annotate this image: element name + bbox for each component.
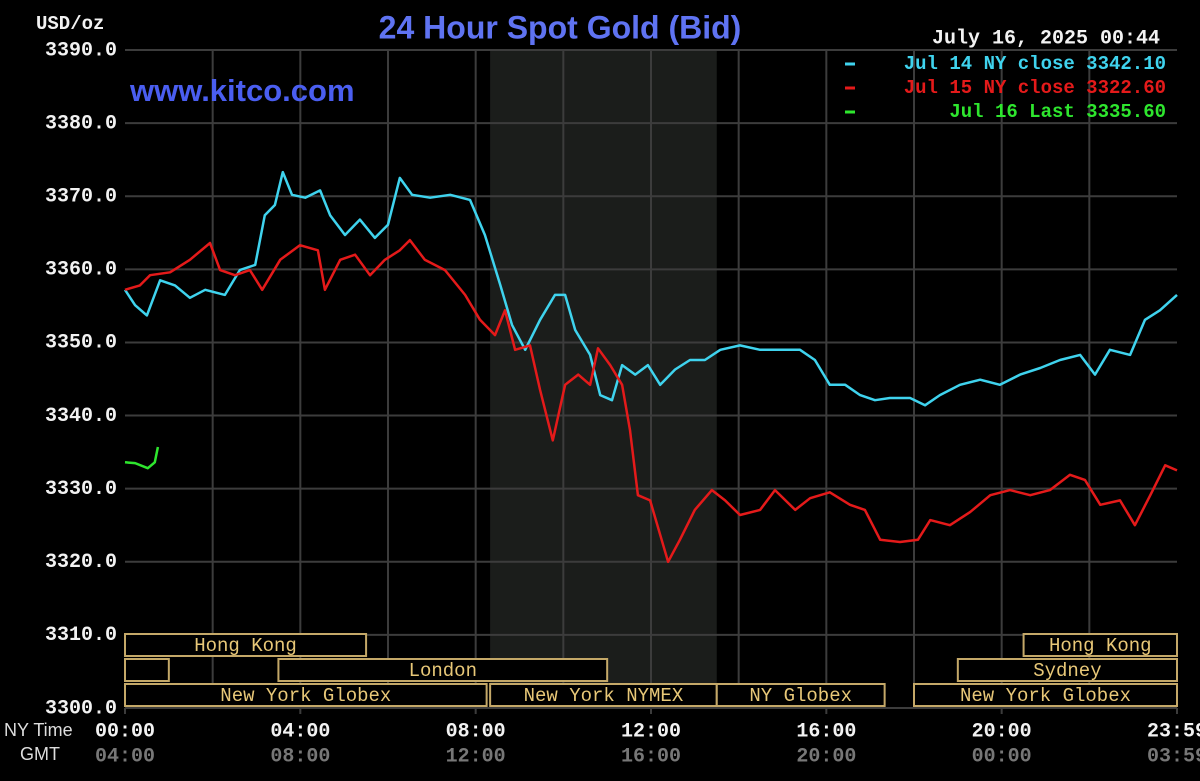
chart-title: 24 Hour Spot Gold (Bid) [379,9,742,45]
x2-tick-label: 12:00 [446,745,506,768]
session-label: Hong Kong [194,635,297,657]
x2-tick-label: 16:00 [621,745,681,768]
x-tick-label: 16:00 [796,720,856,743]
session-label: New York Globex [960,685,1131,707]
x-tick-label: 20:00 [972,720,1032,743]
session-label: Hong Kong [1049,635,1152,657]
session-bar [277,658,609,682]
x-tick-label: 08:00 [446,720,506,743]
x-tick-label: 00:00 [95,720,155,743]
y-tick-label: 3300.0 [45,697,117,720]
x-axis-label: NY Time [4,720,73,740]
x2-axis-label: GMT [20,744,60,764]
session-bar [1022,633,1178,657]
session-label: New York NYMEX [524,685,684,707]
session-label: Sydney [1033,660,1101,682]
legend-label: Jul 16 Last 3335.60 [949,101,1166,123]
y-tick-label: 3370.0 [45,186,117,209]
session-bar [124,633,368,657]
x-tick-label: 04:00 [270,720,330,743]
session-label: New York Globex [220,685,391,707]
session-label: NY Globex [749,685,852,707]
session-bar [956,658,1178,682]
y-tick-label: 3320.0 [45,551,117,574]
x-tick-label: 12:00 [621,720,681,743]
y-tick-label: 3330.0 [45,478,117,501]
watermark: www.kitco.com [129,73,355,108]
y-tick-label: 3350.0 [45,332,117,355]
series-line [124,238,1178,564]
x2-tick-label: 04:00 [95,745,155,768]
series-line [123,170,1178,407]
session-label: London [409,660,477,682]
session-bar [913,683,1178,707]
x2-tick-label: 20:00 [796,745,856,768]
x2-tick-label: 08:00 [270,745,330,768]
y-tick-label: 3340.0 [45,405,117,428]
x2-tick-label: 03:59 [1147,745,1200,768]
y-axis-label: USD/oz [36,13,104,35]
legend-label: Jul 15 NY close 3322.60 [904,77,1166,99]
timestamp: July 16, 2025 00:44 [932,27,1160,50]
session-bar [124,658,170,682]
y-tick-label: 3390.0 [45,39,117,62]
y-tick-label: 3380.0 [45,112,117,135]
x-tick-label: 23:59 [1147,720,1200,743]
session-bar [715,683,886,707]
y-tick-label: 3360.0 [45,259,117,282]
shaded-region [490,50,717,708]
session-bar [124,683,488,707]
series-line [124,446,160,470]
legend-label: Jul 14 NY close 3342.10 [904,53,1166,75]
x2-tick-label: 00:00 [972,745,1032,768]
y-tick-label: 3310.0 [45,624,117,647]
